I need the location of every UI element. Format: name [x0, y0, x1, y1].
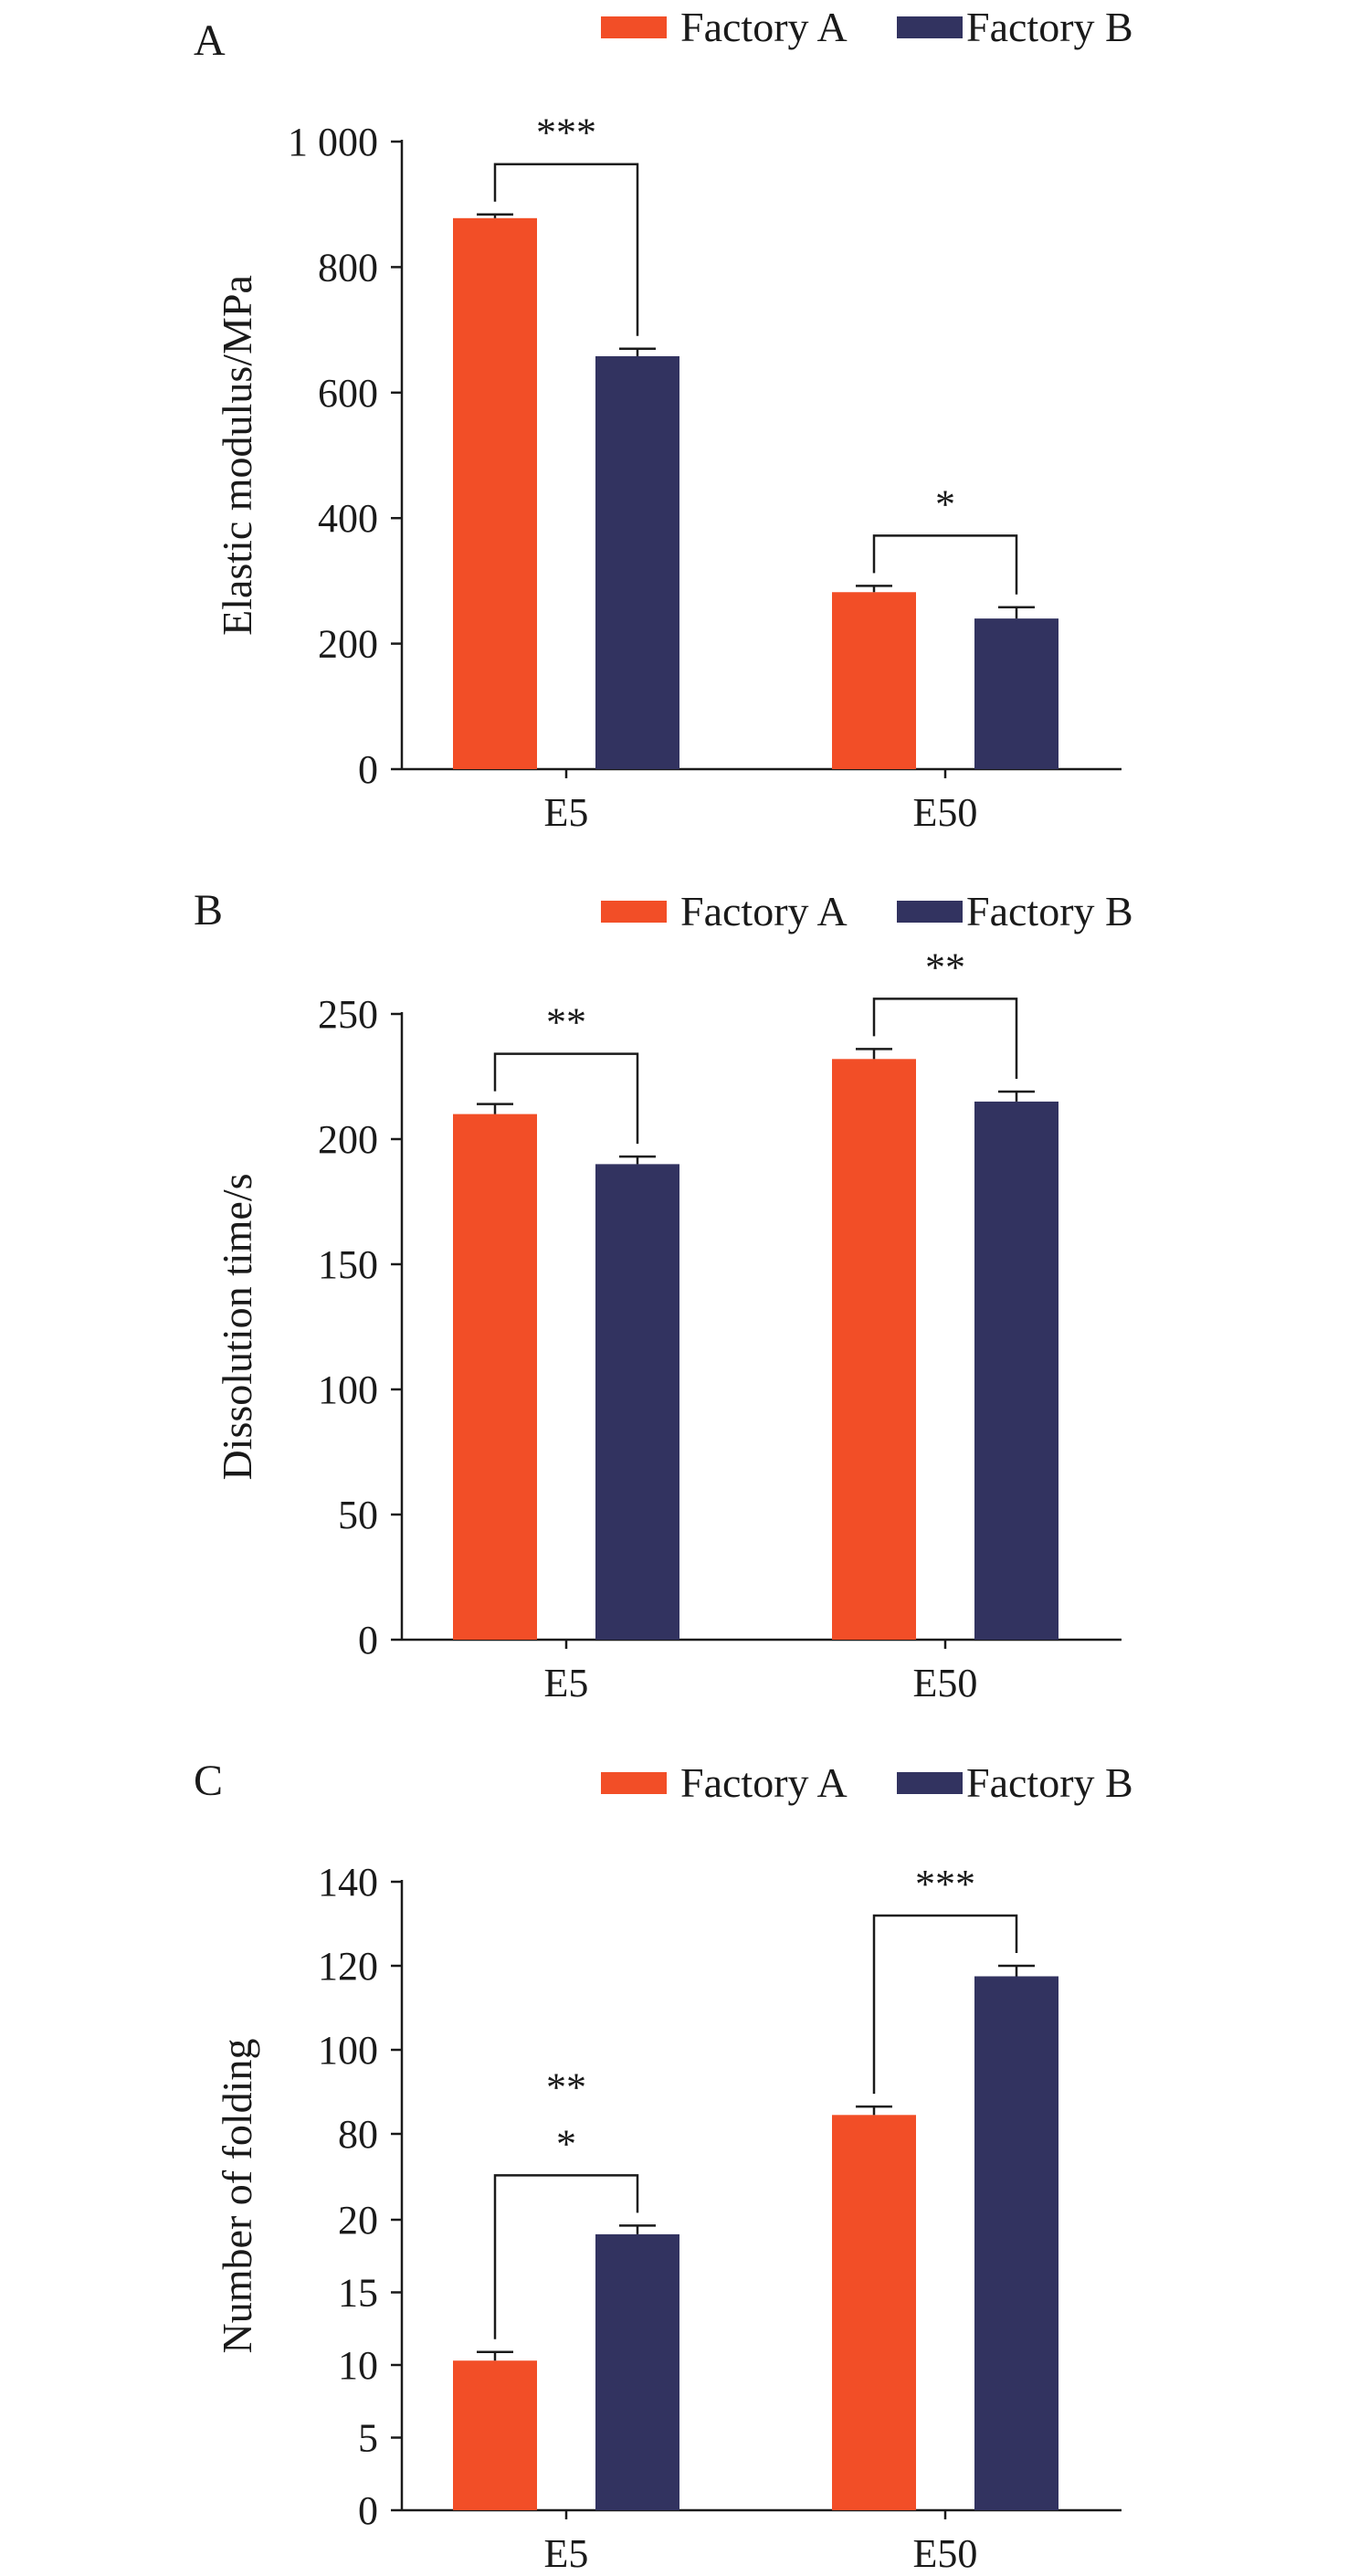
chart-panel-a: A Factory A Factory B 0 200 400 600 800 1 000 Ela… [194, 4, 1133, 835]
significance-label: *** [536, 111, 596, 155]
panel-letter: B [194, 886, 223, 934]
x-category-label-e5: E5 [544, 1661, 589, 1705]
x-category-label-e50: E50 [913, 790, 978, 835]
significance-label: * [556, 2121, 576, 2166]
y-tick-label: 800 [318, 245, 378, 290]
y-tick-label: 0 [358, 747, 378, 792]
chart-panel-c: C Factory A Factory B 0 5 10 15 20 80 100 120 140 Nu… [194, 1757, 1133, 2576]
y-tick-label: 100 [318, 2028, 378, 2073]
y-tick-label: 400 [318, 496, 378, 541]
significance-bracket [493, 2174, 639, 2339]
y-tick-label: 150 [318, 1242, 378, 1287]
bar-factory-a-e50 [832, 592, 916, 769]
y-tick-label: 100 [318, 1367, 378, 1412]
y-tick-label: 200 [318, 1117, 378, 1162]
significance-bracket [493, 163, 639, 336]
y-tick-label: 15 [338, 2271, 378, 2316]
y-tick-label: 0 [358, 1618, 378, 1663]
significance-bracket [872, 1914, 1018, 2095]
legend-swatch-factory-b [897, 901, 963, 923]
y-tick-label: 140 [318, 1860, 378, 1905]
y-tick-label: 20 [338, 2198, 378, 2243]
y-tick-label: 10 [338, 2343, 378, 2388]
legend-label-factory-a: Factory A [680, 888, 848, 934]
bar-factory-b-e5 [595, 2233, 679, 2510]
panel-letter: C [194, 1757, 223, 1805]
legend-swatch-factory-b [897, 1772, 963, 1794]
bar-factory-a-e5 [453, 1114, 537, 1640]
bar-factory-b-e50 [974, 1101, 1058, 1640]
legend-label-factory-b: Factory B [966, 888, 1133, 934]
bar-factory-a-e5 [453, 2360, 537, 2510]
x-category-label-e5: E5 [544, 790, 589, 835]
legend-swatch-factory-a [601, 16, 667, 38]
y-tick-label: 1 000 [288, 120, 378, 164]
y-tick-label: 120 [318, 1944, 378, 1989]
legend-swatch-factory-a [601, 1772, 667, 1794]
significance-bracket [872, 998, 1018, 1079]
x-category-label-e5: E5 [544, 2531, 589, 2576]
bar-factory-b-e5 [595, 355, 679, 769]
significance-label: ** [546, 2064, 586, 2109]
x-category-label-e50: E50 [913, 1661, 978, 1705]
significance-label: ** [925, 945, 965, 989]
bar-factory-b-e50 [974, 1976, 1058, 2510]
significance-label: ** [546, 1000, 586, 1045]
y-tick-label: 0 [358, 2488, 378, 2533]
legend-label-factory-b: Factory B [966, 1759, 1133, 1806]
legend-swatch-factory-b [897, 16, 963, 38]
y-tick-label: 250 [318, 992, 378, 1037]
y-axis-title: Elastic modulus/MPa [214, 275, 260, 636]
y-tick-label: 50 [338, 1493, 378, 1537]
y-tick-label: 80 [338, 2112, 378, 2157]
significance-bracket [493, 1052, 639, 1145]
chart-panel-b: B Factory A Factory B 0 50 100 150 200 250 Dissol… [194, 886, 1133, 1705]
y-axis-title: Number of folding [214, 2039, 260, 2354]
y-tick-label: 200 [318, 622, 378, 667]
x-category-label-e50: E50 [913, 2531, 978, 2576]
legend-label-factory-a: Factory A [680, 1759, 848, 1806]
bar-factory-a-e5 [453, 217, 537, 770]
panel-letter: A [194, 16, 226, 65]
legend-label-factory-a: Factory A [680, 4, 848, 50]
y-tick-label: 5 [358, 2416, 378, 2461]
bar-factory-a-e50 [832, 1059, 916, 1640]
y-axis-title: Dissolution time/s [214, 1173, 260, 1480]
bar-factory-b-e50 [974, 618, 1058, 769]
legend-swatch-factory-a [601, 901, 667, 923]
bar-factory-a-e50 [832, 2115, 916, 2510]
bar-factory-b-e5 [595, 1164, 679, 1640]
significance-label: * [935, 481, 955, 526]
legend-label-factory-b: Factory B [966, 4, 1133, 50]
y-tick-label: 600 [318, 371, 378, 416]
significance-bracket [872, 534, 1018, 595]
significance-label: *** [915, 1862, 975, 1906]
